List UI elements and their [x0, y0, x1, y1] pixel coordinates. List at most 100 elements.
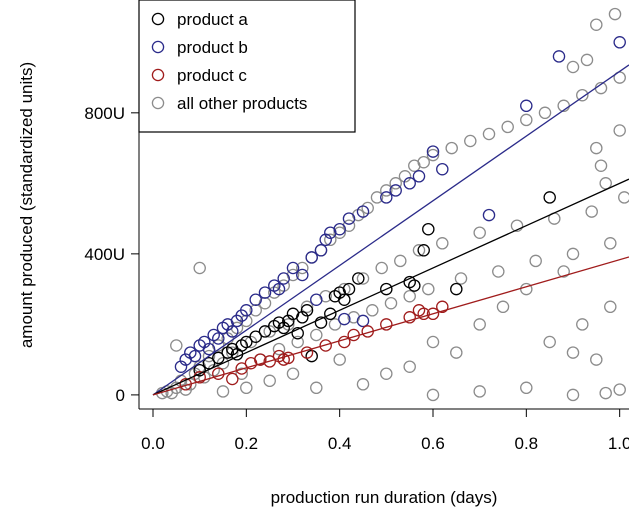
point-all-other-products	[412, 244, 426, 257]
trend-lines-layer	[152, 64, 629, 396]
point-product-a	[422, 222, 435, 236]
point-all-other-products	[426, 388, 440, 402]
point-all-other-products	[426, 335, 440, 349]
point-product-b	[188, 349, 202, 363]
x-tick-label: 0.4	[328, 434, 352, 453]
point-all-other-products	[496, 300, 510, 314]
point-product-a	[249, 330, 262, 343]
point-all-other-products	[296, 261, 309, 275]
y-tick-label: 800U	[84, 104, 125, 123]
points-layer	[156, 7, 629, 402]
point-product-a	[342, 282, 356, 296]
point-all-other-products	[543, 335, 556, 349]
legend-label: product b	[177, 38, 248, 57]
point-product-a	[291, 326, 304, 340]
point-all-other-products	[538, 106, 552, 120]
y-axis-label: amount produced (standardized units)	[17, 62, 36, 348]
point-all-other-products	[356, 378, 370, 391]
point-product-a	[300, 304, 314, 317]
trend-line-3	[152, 256, 629, 396]
point-product-a	[277, 321, 290, 335]
point-all-other-products	[618, 191, 629, 204]
point-all-other-products	[333, 226, 346, 239]
point-product-a	[338, 293, 351, 306]
point-all-other-products	[473, 226, 486, 239]
point-product-b	[520, 99, 533, 113]
point-all-other-products	[576, 318, 589, 331]
point-all-other-products	[520, 381, 533, 395]
point-product-c	[338, 335, 351, 349]
point-all-other-products	[384, 296, 398, 310]
point-all-other-products	[263, 374, 276, 388]
legend-marker	[151, 12, 165, 26]
point-product-b	[305, 251, 318, 264]
point-all-other-products	[473, 318, 486, 331]
point-all-other-products	[310, 381, 323, 395]
point-product-c	[193, 371, 206, 384]
point-product-b	[314, 244, 328, 257]
point-all-other-products	[272, 342, 286, 356]
legend-box	[138, 0, 356, 133]
point-all-other-products	[576, 88, 589, 102]
x-tick-label: 0.8	[515, 434, 539, 453]
point-product-b	[380, 191, 393, 204]
point-all-other-products	[613, 383, 626, 396]
point-all-other-products	[566, 346, 580, 359]
point-product-c	[319, 339, 332, 352]
point-all-other-products	[590, 353, 603, 366]
point-product-a	[450, 282, 463, 296]
point-all-other-products	[328, 318, 342, 331]
point-all-other-products	[366, 304, 379, 317]
point-product-a	[324, 307, 337, 321]
point-product-a	[193, 363, 206, 377]
y-tick-label: 0	[116, 386, 125, 405]
point-product-c	[380, 318, 393, 331]
point-all-other-products	[608, 7, 622, 21]
point-all-other-products	[604, 237, 617, 250]
point-all-other-products	[417, 155, 430, 169]
point-all-other-products	[300, 300, 314, 314]
point-product-b	[277, 272, 290, 285]
point-product-a	[352, 272, 365, 285]
legend-label: product c	[177, 66, 247, 85]
point-all-other-products	[454, 272, 468, 285]
legend-marker	[151, 96, 165, 110]
point-all-other-products	[394, 254, 407, 268]
point-all-other-products	[202, 349, 216, 363]
point-all-other-products	[590, 141, 603, 155]
point-product-c	[226, 372, 239, 386]
point-product-b	[389, 184, 402, 197]
point-all-other-products	[403, 360, 416, 373]
point-all-other-products	[310, 328, 323, 342]
point-all-other-products	[557, 265, 570, 278]
point-product-b	[202, 342, 216, 356]
point-product-b	[482, 208, 496, 222]
point-product-c	[254, 353, 267, 366]
legend-marker	[151, 68, 165, 82]
point-product-b	[338, 312, 351, 326]
point-all-other-products	[179, 383, 192, 396]
point-product-a	[314, 316, 328, 329]
point-product-b	[212, 332, 225, 345]
point-all-other-products	[375, 261, 388, 275]
point-all-other-products	[389, 177, 402, 190]
point-all-other-products	[529, 254, 542, 268]
point-product-c	[235, 362, 248, 375]
point-all-other-products	[240, 381, 253, 395]
x-tick-label: 0.6	[421, 434, 445, 453]
y-tick-label: 400U	[84, 245, 125, 264]
point-all-other-products	[613, 124, 626, 137]
point-product-c	[263, 355, 276, 368]
trend-line-1	[152, 64, 629, 396]
legend: product a product b product c all other pro…	[138, 0, 356, 133]
point-all-other-products	[599, 386, 612, 400]
point-product-b	[412, 170, 426, 183]
point-product-b	[310, 293, 323, 306]
point-all-other-products	[436, 237, 449, 250]
point-all-other-products	[445, 141, 458, 155]
point-product-a	[380, 282, 393, 296]
point-product-a	[417, 244, 430, 257]
point-product-b	[403, 177, 416, 190]
point-all-other-products	[566, 388, 580, 402]
point-all-other-products	[450, 346, 463, 359]
